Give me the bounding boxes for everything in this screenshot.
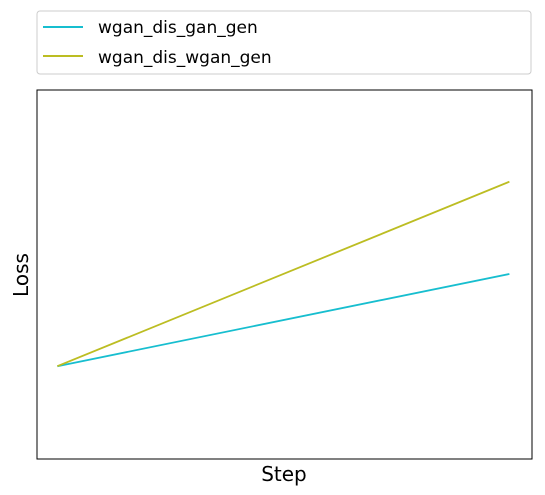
series-line-wgan-dis-wgan-gen bbox=[56, 180, 510, 368]
legend-label-1: wgan_dis_wgan_gen bbox=[98, 48, 272, 68]
y-axis-label: Loss bbox=[9, 253, 33, 297]
legend-entry-1: wgan_dis_wgan_gen bbox=[43, 48, 272, 68]
legend-label-0: wgan_dis_gan_gen bbox=[98, 18, 258, 38]
plot-area bbox=[36, 89, 533, 460]
x-axis-label: Step bbox=[261, 462, 307, 486]
legend: wgan_dis_gan_gen wgan_dis_wgan_gen bbox=[36, 10, 532, 75]
legend-entry-0: wgan_dis_gan_gen bbox=[43, 18, 258, 38]
series-line-wgan-dis-gan-gen bbox=[57, 273, 510, 368]
legend-frame bbox=[36, 10, 532, 75]
series-group bbox=[56, 180, 510, 368]
